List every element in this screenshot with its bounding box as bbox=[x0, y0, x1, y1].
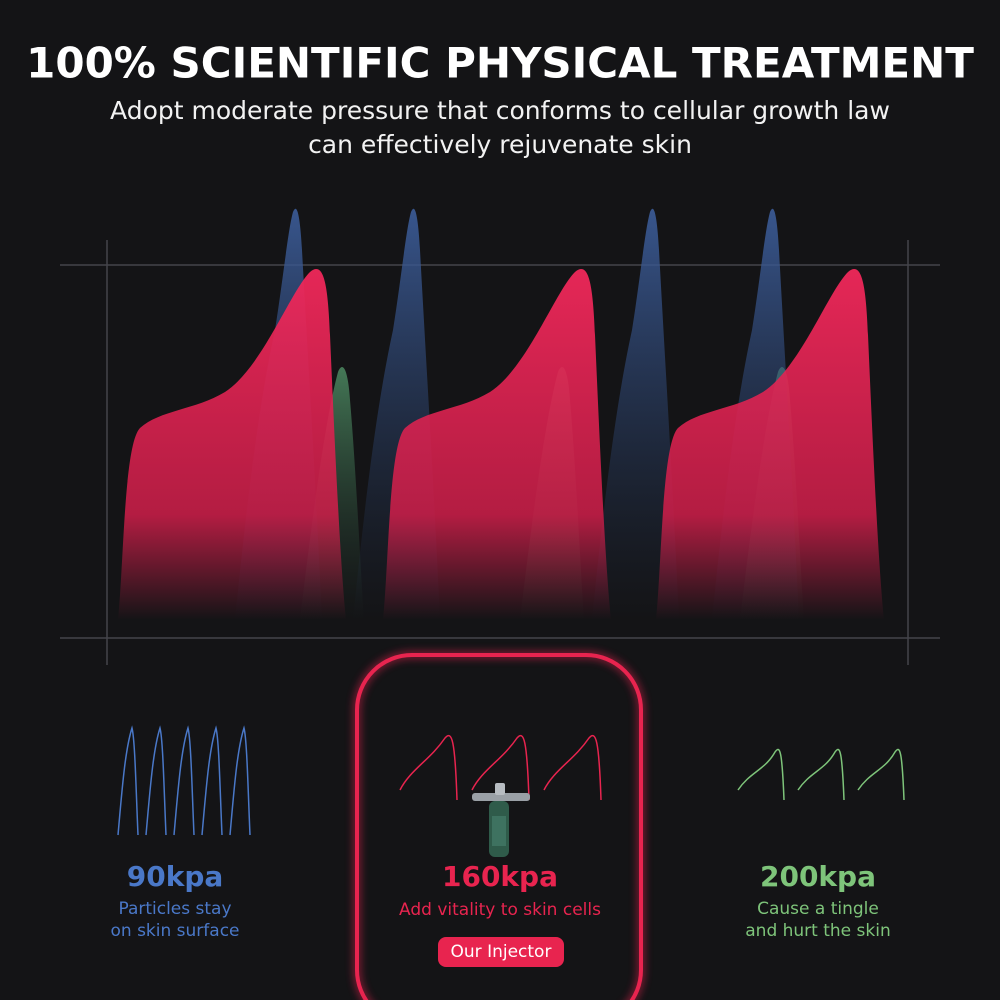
panel-value: 160kpa bbox=[442, 860, 558, 893]
panel-description: Particles stay bbox=[118, 899, 231, 919]
mini-wave-red bbox=[399, 734, 602, 801]
highlight-box bbox=[355, 653, 643, 1000]
badge bbox=[438, 937, 564, 967]
badge-label: Our Injector bbox=[451, 942, 552, 962]
icon-part bbox=[472, 793, 530, 801]
airbrush-icon bbox=[472, 783, 530, 857]
waves bbox=[118, 208, 884, 620]
panel-description: Cause a tingle bbox=[757, 899, 879, 919]
panel-description: Add vitality to skin cells bbox=[399, 900, 601, 920]
subtitle: Adopt moderate pressure that conforms to… bbox=[110, 96, 890, 125]
subtitle: can effectively rejuvenate skin bbox=[308, 130, 692, 159]
icon-part bbox=[495, 783, 505, 795]
chart-frame bbox=[60, 240, 940, 665]
mini-wave bbox=[737, 748, 905, 801]
mini-wave bbox=[117, 725, 251, 836]
mini-wave-green bbox=[737, 748, 905, 801]
panel-value: 90kpa bbox=[127, 860, 224, 893]
icon-part bbox=[492, 816, 506, 846]
panel-description: and hurt the skin bbox=[745, 921, 891, 941]
panel-description: on skin surface bbox=[110, 921, 239, 941]
mini-wave-blue bbox=[117, 725, 251, 836]
panel-value: 200kpa bbox=[760, 860, 876, 893]
title: 100% SCIENTIFIC PHYSICAL TREATMENT bbox=[26, 39, 974, 88]
red-wave bbox=[118, 269, 346, 620]
mini-wave bbox=[399, 734, 602, 801]
